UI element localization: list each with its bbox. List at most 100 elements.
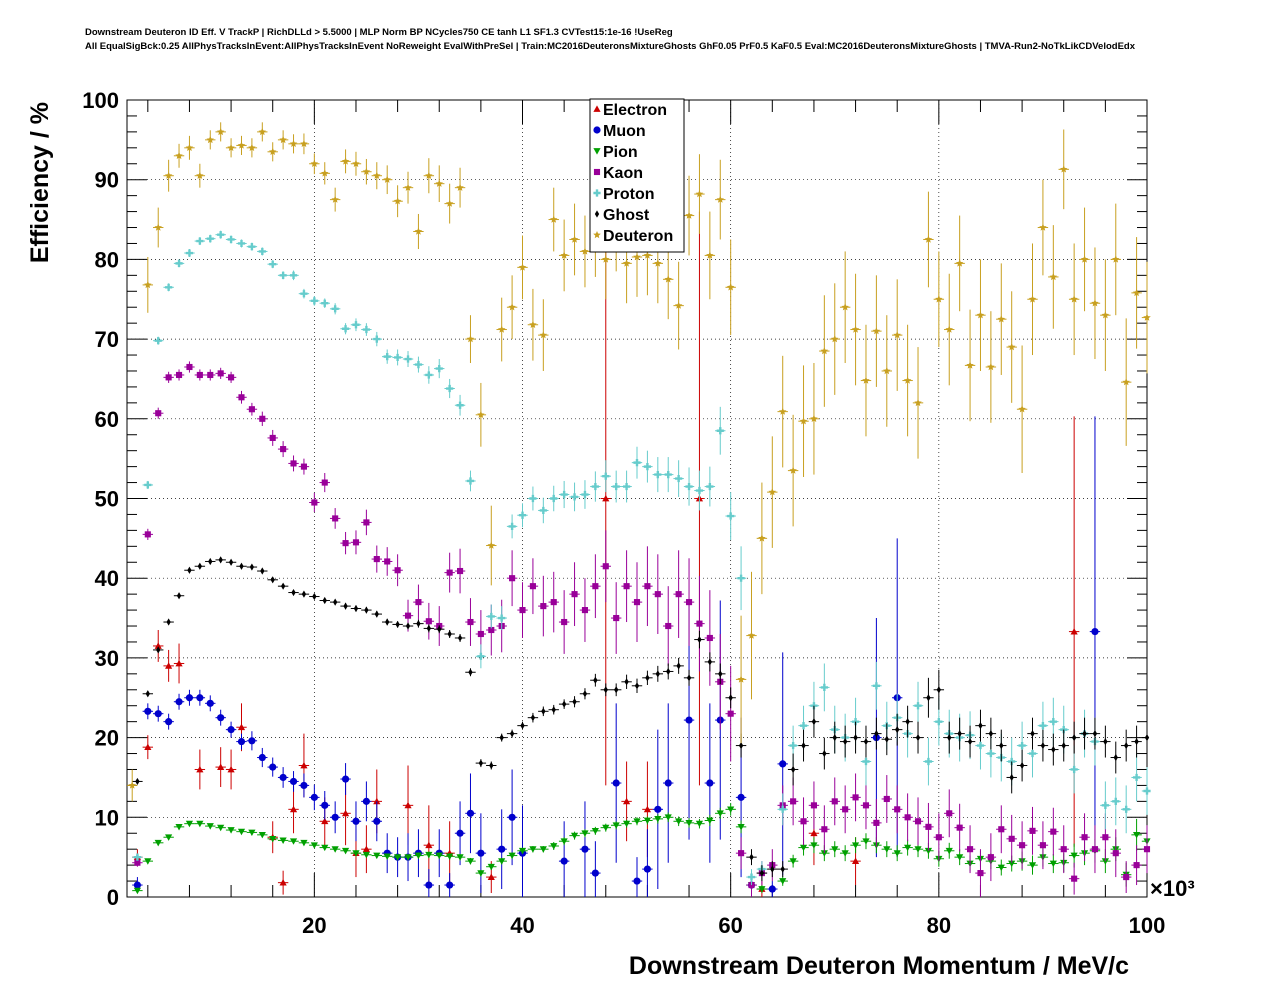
marker (1080, 255, 1089, 263)
data-point (153, 646, 164, 654)
data-point (1100, 781, 1111, 830)
data-point (1141, 767, 1151, 815)
data-point (621, 550, 632, 623)
marker (685, 819, 693, 827)
marker (144, 858, 152, 865)
data-point (329, 846, 341, 853)
x-tick-label: 20 (302, 913, 326, 938)
marker (842, 806, 849, 813)
data-point (465, 470, 476, 492)
marker (810, 802, 817, 809)
marker (269, 763, 277, 771)
marker (435, 852, 443, 860)
marker (550, 843, 558, 850)
marker (997, 315, 1006, 323)
data-point (1131, 753, 1142, 802)
x-axis-title: Downstream Deuteron Momentum / MeV/c (629, 952, 1129, 980)
marker (529, 320, 537, 328)
legend-marker (593, 231, 601, 239)
marker (185, 143, 194, 151)
data-point (444, 853, 455, 860)
data-point (621, 470, 632, 503)
marker (664, 275, 672, 283)
marker (925, 823, 932, 830)
marker (290, 460, 297, 467)
marker (529, 494, 537, 503)
data-point (923, 677, 934, 718)
marker (144, 707, 152, 715)
marker (477, 849, 485, 857)
data-point (163, 159, 174, 192)
marker (508, 522, 516, 530)
marker (696, 620, 703, 627)
marker (374, 610, 379, 618)
marker (228, 558, 234, 566)
data-point (777, 652, 788, 876)
marker (1103, 737, 1108, 746)
marker (1091, 627, 1099, 636)
data-point (756, 482, 768, 595)
marker (914, 702, 922, 710)
marker (259, 415, 266, 422)
marker (799, 844, 808, 852)
data-point (1037, 179, 1049, 276)
marker (289, 805, 298, 813)
marker (227, 765, 235, 773)
data-point (558, 480, 570, 509)
data-point (610, 821, 622, 830)
data-point (517, 721, 528, 730)
data-point (413, 213, 424, 250)
marker (1112, 850, 1119, 857)
data-point (257, 411, 268, 426)
data-point (746, 571, 757, 700)
data-point (163, 649, 174, 682)
marker (321, 817, 329, 825)
data-point (683, 669, 695, 686)
marker (300, 463, 307, 470)
marker (426, 624, 431, 633)
marker (644, 583, 651, 590)
marker (385, 618, 390, 626)
data-point (787, 777, 799, 826)
data-point (558, 219, 570, 292)
data-point (704, 814, 716, 827)
marker (591, 482, 599, 491)
data-point (892, 845, 903, 862)
data-point (808, 781, 820, 830)
data-point (506, 729, 518, 738)
data-point (142, 703, 154, 720)
data-point (1089, 717, 1101, 750)
data-point (413, 619, 424, 628)
marker (643, 463, 652, 471)
legend-label: Muon (603, 123, 646, 140)
marker (248, 829, 256, 837)
data-point (444, 630, 455, 638)
data-point (267, 429, 278, 446)
data-points (127, 122, 1151, 897)
data-point (590, 826, 601, 835)
data-point (236, 239, 247, 248)
data-point (600, 823, 611, 832)
data-point (1131, 725, 1142, 758)
marker (987, 363, 995, 371)
data-point (683, 818, 695, 828)
data-point (163, 834, 174, 841)
data-point (215, 367, 226, 379)
marker (1122, 378, 1130, 386)
data-point (267, 835, 278, 843)
marker (946, 810, 953, 817)
data-point (298, 133, 310, 155)
marker (280, 582, 286, 590)
marker (1028, 749, 1037, 758)
marker (217, 763, 225, 770)
marker (1102, 834, 1109, 841)
marker (664, 779, 672, 787)
data-point (673, 657, 684, 674)
marker (779, 805, 787, 813)
data-point (173, 823, 185, 831)
data-point (829, 777, 840, 826)
data-point (975, 849, 986, 897)
marker (227, 235, 235, 244)
data-point (257, 831, 268, 839)
marker (456, 401, 464, 409)
